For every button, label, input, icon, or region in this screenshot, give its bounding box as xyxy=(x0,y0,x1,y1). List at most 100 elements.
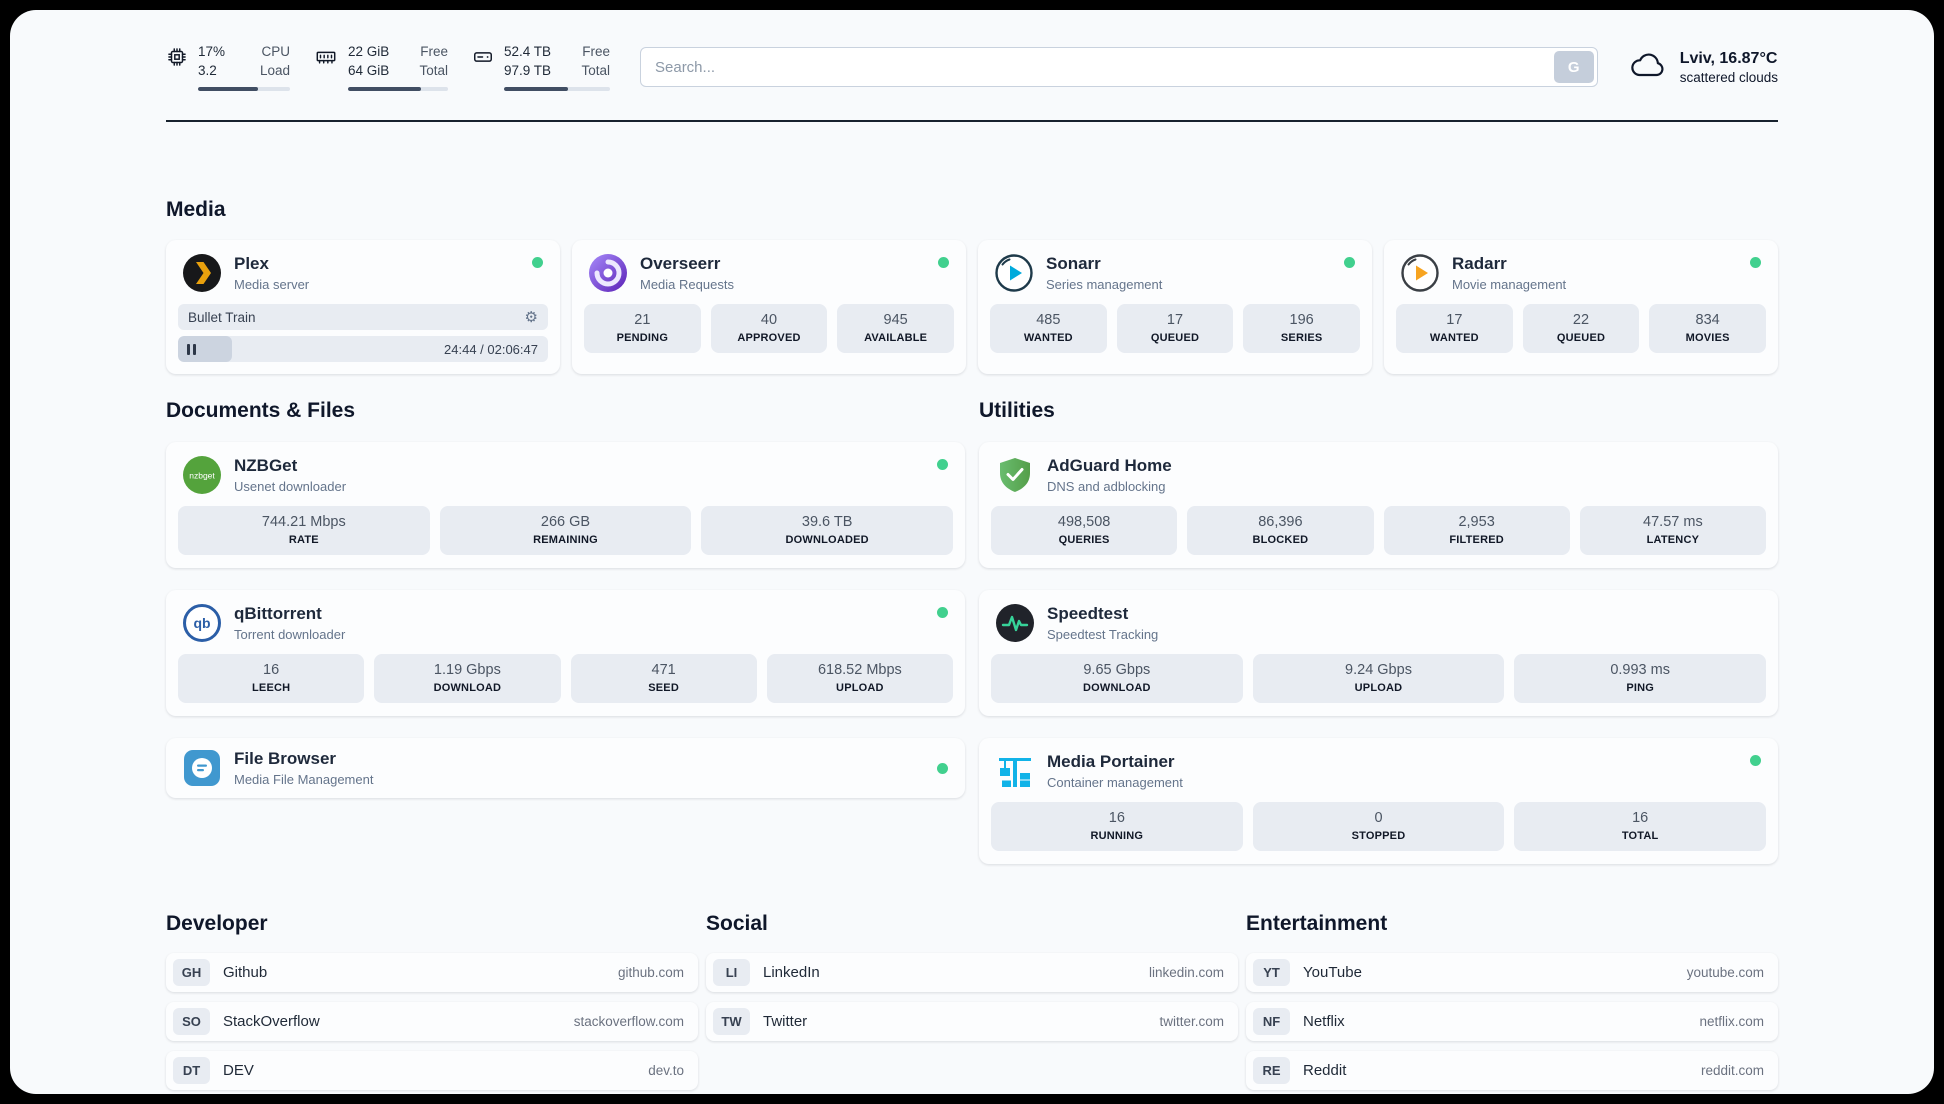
documents-section-title: Documents & Files xyxy=(166,399,356,422)
ram-usage-bar xyxy=(348,86,448,91)
bookmark-twitter[interactable]: TW Twitter twitter.com xyxy=(706,1002,1238,1041)
stat-leech: 16 LEECH xyxy=(178,654,365,703)
dashboard-page: 17% 3.2 CPU Load xyxy=(10,10,1934,1094)
stat-running: 16 RUNNING xyxy=(991,802,1243,851)
disk-meter: 52.4 TB 97.9 TB Free Total xyxy=(472,43,610,91)
dashboard-content: 17% 3.2 CPU Load xyxy=(10,10,1934,1094)
disk-usage-bar-fill xyxy=(504,86,568,91)
bookmark-abbr: LI xyxy=(713,959,750,986)
pause-button[interactable] xyxy=(178,336,232,362)
ram-meter: 22 GiB 64 GiB Free Total xyxy=(314,43,448,91)
bookmark-url: netflix.com xyxy=(1699,1014,1764,1029)
stat-movies: 834 MOVIES xyxy=(1649,304,1766,353)
stat-upload: 9.24 Gbps UPLOAD xyxy=(1252,654,1505,703)
service-stats: 21 PENDING 40 APPROVED 945 AVAILABLE xyxy=(572,304,966,366)
ram-free-value: 22 GiB xyxy=(348,44,390,60)
cpu-load-label: Load xyxy=(259,63,290,78)
status-dot xyxy=(1750,257,1761,268)
service-name: AdGuard Home xyxy=(1047,456,1172,475)
social-section-title: Social xyxy=(706,912,768,935)
bookmark-github[interactable]: GH Github github.com xyxy=(166,953,698,992)
bookmark-name: YouTube xyxy=(1303,964,1362,981)
service-name: Plex xyxy=(234,254,269,273)
disk-icon xyxy=(472,46,494,68)
service-stats: 16 LEECH 1.19 Gbps DOWNLOAD 471 SEED 6 xyxy=(166,654,965,716)
svg-text:nzbget: nzbget xyxy=(189,471,215,481)
service-card-portainer[interactable]: Media Portainer Container management 16 … xyxy=(979,738,1778,864)
stat-queued: 17 QUEUED xyxy=(1116,304,1234,353)
service-card-overseerr[interactable]: Overseerr Media Requests 21 PENDING 40 A… xyxy=(572,240,966,374)
bookmark-url: dev.to xyxy=(648,1063,684,1078)
service-card-plex[interactable]: Plex Media server Bullet Train ⚙ 24:44 xyxy=(166,240,560,374)
cpu-usage-bar-fill xyxy=(198,86,258,91)
service-card-filebrowser[interactable]: File Browser Media File Management xyxy=(166,738,965,798)
bookmark-abbr: DT xyxy=(173,1057,210,1084)
service-card-adguard[interactable]: AdGuard Home DNS and adblocking 498,508 … xyxy=(979,442,1778,568)
bookmark-reddit[interactable]: RE Reddit reddit.com xyxy=(1246,1051,1778,1090)
stat-wanted: 485 WANTED xyxy=(990,304,1107,353)
stat-pending: 21 PENDING xyxy=(584,304,701,353)
cloud-icon xyxy=(1628,49,1668,86)
stat-download: 1.19 Gbps DOWNLOAD xyxy=(374,654,561,703)
search-input[interactable] xyxy=(640,47,1598,87)
service-name: NZBGet xyxy=(234,456,298,475)
bookmark-abbr: GH xyxy=(173,959,210,986)
now-playing-widget: Bullet Train ⚙ 24:44 / 02:06:47 xyxy=(178,304,548,362)
now-playing-title: Bullet Train xyxy=(188,309,256,325)
bookmark-dev[interactable]: DT DEV dev.to xyxy=(166,1051,698,1090)
stat-total: 16 TOTAL xyxy=(1514,802,1766,851)
status-dot xyxy=(937,459,948,470)
service-subtitle: Usenet downloader xyxy=(234,479,347,494)
bookmark-url: linkedin.com xyxy=(1148,965,1224,980)
media-section: Media Plex Media server Bullet Train xyxy=(166,198,1778,374)
service-subtitle: DNS and adblocking xyxy=(1047,479,1166,494)
stat-remaining: 266 GB REMAINING xyxy=(439,506,692,555)
search-engine-button[interactable]: G xyxy=(1553,51,1594,83)
service-card-radarr[interactable]: Radarr Movie management 17 WANTED 22 QUE… xyxy=(1384,240,1778,374)
stat-available: 945 AVAILABLE xyxy=(837,304,954,353)
status-dot xyxy=(937,607,948,618)
disk-usage-bar xyxy=(504,86,610,91)
bookmark-stackoverflow[interactable]: SO StackOverflow stackoverflow.com xyxy=(166,1002,698,1041)
bookmark-abbr: RE xyxy=(1253,1057,1290,1084)
stat-queued: 22 QUEUED xyxy=(1522,304,1640,353)
service-card-qbittorrent[interactable]: qb qBittorrent Torrent downloader 16 LEE… xyxy=(166,590,965,716)
cpu-label: CPU xyxy=(261,44,290,60)
service-stats: 16 RUNNING 0 STOPPED 16 TOTAL xyxy=(979,802,1778,864)
stat-filtered: 2,953 FILTERED xyxy=(1383,506,1570,555)
status-dot xyxy=(532,257,543,268)
weather-widget[interactable]: Lviv, 16.87°C scattered clouds xyxy=(1628,49,1778,86)
bookmark-url: github.com xyxy=(617,965,684,980)
adguard-icon xyxy=(995,455,1035,495)
bookmark-netflix[interactable]: NF Netflix netflix.com xyxy=(1246,1002,1778,1041)
stat-blocked: 86,396 BLOCKED xyxy=(1187,506,1374,555)
nzbget-icon: nzbget xyxy=(182,455,222,495)
bookmark-youtube[interactable]: YT YouTube youtube.com xyxy=(1246,953,1778,992)
bookmark-name: Reddit xyxy=(1303,1062,1347,1079)
status-dot xyxy=(1750,755,1761,766)
developer-section-title: Developer xyxy=(166,912,268,935)
service-name: File Browser xyxy=(234,749,337,768)
service-name: qBittorrent xyxy=(234,604,322,623)
service-subtitle: Container management xyxy=(1047,775,1183,790)
bookmark-linkedin[interactable]: LI LinkedIn linkedin.com xyxy=(706,953,1238,992)
weather-condition: scattered clouds xyxy=(1679,69,1778,85)
service-stats: 485 WANTED 17 QUEUED 196 SERIES xyxy=(978,304,1372,366)
service-name: Speedtest xyxy=(1047,604,1129,623)
playback-progress-bar[interactable]: 24:44 / 02:06:47 xyxy=(178,336,548,362)
bookmark-abbr: SO xyxy=(173,1008,210,1035)
search-bar: G xyxy=(640,47,1598,87)
bookmark-url: stackoverflow.com xyxy=(573,1014,684,1029)
stat-ping: 0.993 ms PING xyxy=(1514,654,1766,703)
stat-wanted: 17 WANTED xyxy=(1396,304,1513,353)
cpu-icon xyxy=(166,46,188,68)
portainer-icon xyxy=(995,751,1035,791)
bookmark-abbr: NF xyxy=(1253,1008,1290,1035)
bookmark-url: reddit.com xyxy=(1700,1063,1764,1078)
service-subtitle: Torrent downloader xyxy=(234,627,346,642)
service-card-sonarr[interactable]: Sonarr Series management 485 WANTED 17 Q… xyxy=(978,240,1372,374)
service-card-speedtest[interactable]: Speedtest Speedtest Tracking 9.65 Gbps D… xyxy=(979,590,1778,716)
gear-icon[interactable]: ⚙ xyxy=(524,308,538,326)
service-card-nzbget[interactable]: nzbget NZBGet Usenet downloader 744.21 M… xyxy=(166,442,965,568)
